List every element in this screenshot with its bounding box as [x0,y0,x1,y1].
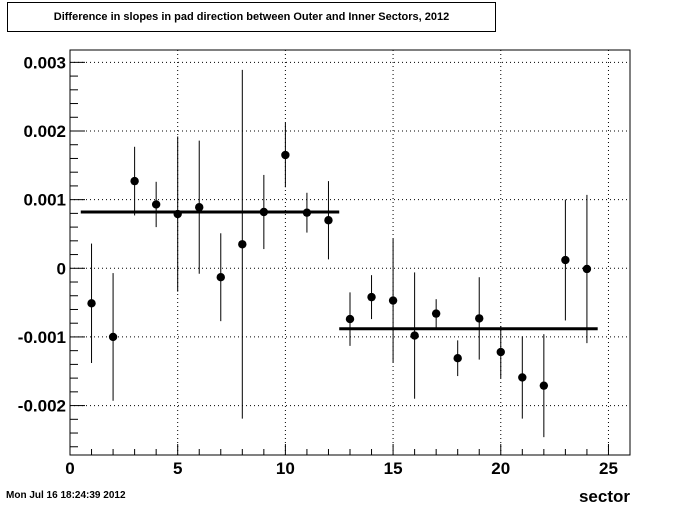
data-point [281,150,290,160]
data-point [259,207,269,217]
x-tick-label: 15 [384,459,403,478]
y-tick-label: 0.002 [23,122,66,141]
data-point [130,176,139,186]
data-point [388,296,398,305]
data-point [324,216,333,225]
data-point [582,264,592,274]
y-tick-label: -0.001 [18,328,66,347]
data-point [216,273,225,282]
data-point [151,200,161,209]
data-point [431,309,441,318]
data-point [453,354,462,363]
axes: 0 5 10 15 20 25 -0.002 -0.001 0 0.001 0.002 0.003 [18,53,631,478]
plot-frame [69,49,631,456]
data-point [410,331,419,340]
y-tick-label: 0.001 [23,191,66,210]
y-tick-label: 0 [57,259,66,278]
chart-title: Difference in slopes in pad direction be… [53,11,450,23]
fit-lines [80,210,598,331]
data-point [238,240,247,249]
data-point [367,292,376,302]
data-points [87,69,592,438]
data-point [195,202,204,212]
x-tick-label: 10 [276,459,295,478]
data-point [302,208,312,217]
x-tick-label: 25 [599,459,618,478]
y-tick-label: 0.003 [23,53,66,72]
x-axis-title: sector [579,487,630,506]
data-point [496,347,505,357]
x-tick-label: 5 [173,459,182,478]
data-point [108,332,118,342]
data-point [518,373,527,382]
data-point [87,299,96,308]
x-tick-label: 20 [491,459,510,478]
x-tick-label: 0 [65,459,74,478]
data-point [539,381,549,390]
data-point [475,314,484,323]
data-point [561,255,570,265]
data-point [345,314,355,324]
timestamp: Mon Jul 16 18:24:39 2012 [6,490,126,501]
data-point [173,209,182,219]
y-tick-label: -0.002 [18,397,66,416]
chart-title-box: Difference in slopes in pad direction be… [7,2,496,32]
